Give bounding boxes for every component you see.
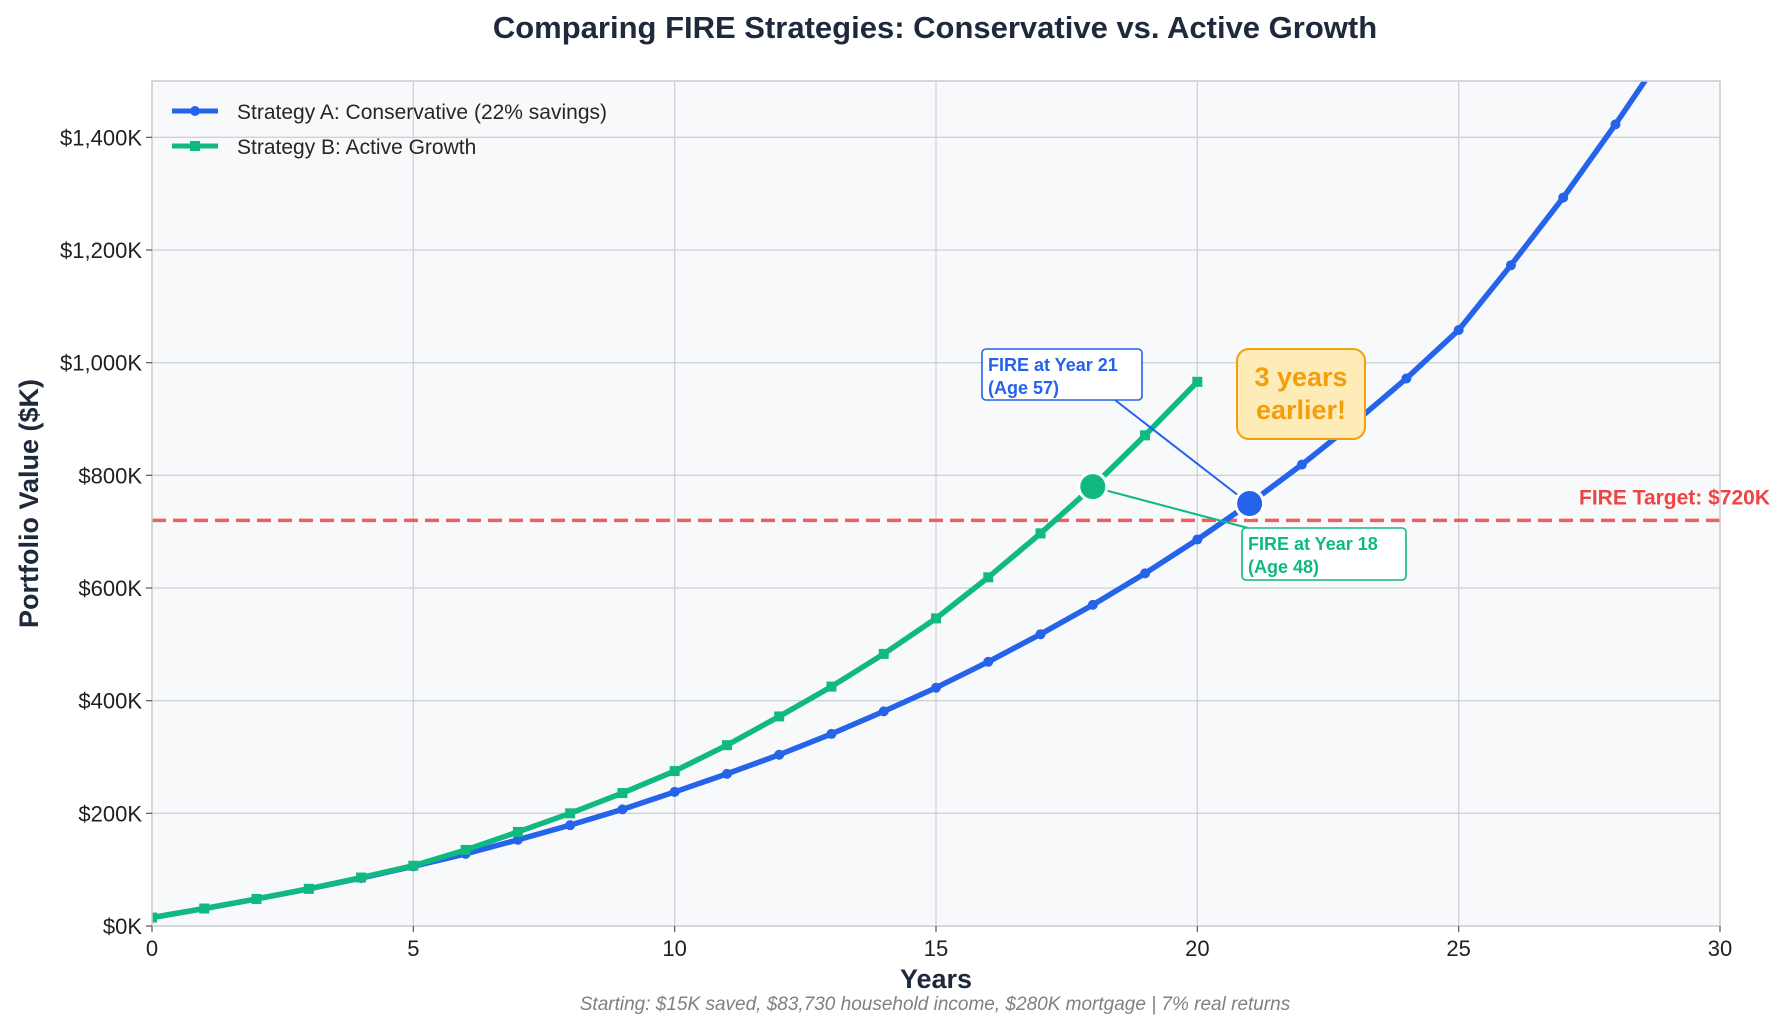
y-tick-label: $1,400K bbox=[60, 125, 142, 150]
y-tick-label: $1,000K bbox=[60, 351, 142, 376]
data-point-strategy-a bbox=[1610, 119, 1621, 130]
data-point-strategy-b bbox=[774, 711, 785, 722]
annotation-strategy-a-box bbox=[981, 348, 1143, 401]
data-point-strategy-a bbox=[826, 728, 837, 739]
data-point-strategy-a bbox=[931, 682, 941, 693]
callout-text: earlier! bbox=[1256, 395, 1346, 425]
x-tick-label: 20 bbox=[1185, 936, 1209, 961]
series-layer bbox=[152, 42, 1673, 923]
data-point-strategy-b bbox=[1140, 430, 1151, 441]
data-point-strategy-b bbox=[152, 912, 157, 923]
grid-lines bbox=[152, 81, 1720, 926]
fire-point-strategy-b bbox=[1077, 471, 1109, 503]
fire-point-strategy-a bbox=[1234, 488, 1266, 519]
x-axis-label: Years bbox=[900, 964, 972, 994]
data-point-strategy-a bbox=[1035, 629, 1046, 640]
data-point-strategy-a bbox=[617, 804, 628, 815]
legend-marker-strategy-b bbox=[190, 141, 200, 151]
data-point-strategy-b bbox=[565, 808, 576, 819]
annotation-strategy-a-text: (Age 57) bbox=[988, 378, 1059, 398]
data-point-strategy-b bbox=[303, 883, 314, 894]
annotation-arrow-strategy-b bbox=[1106, 489, 1249, 529]
data-point-strategy-b bbox=[721, 740, 732, 751]
data-point-strategy-b bbox=[512, 826, 523, 837]
y-tick-label: $0K bbox=[103, 914, 142, 939]
data-point-strategy-a bbox=[1663, 42, 1673, 52]
y-axis-label: Portfolio Value ($K) bbox=[14, 379, 44, 628]
data-point-strategy-a bbox=[1453, 324, 1464, 335]
data-point-strategy-b bbox=[251, 893, 262, 904]
data-point-strategy-b bbox=[826, 681, 837, 692]
data-point-strategy-b bbox=[356, 872, 367, 883]
data-point-strategy-b bbox=[199, 903, 210, 914]
data-point-strategy-a bbox=[983, 656, 994, 667]
legend-label-strategy-a: Strategy A: Conservative (22% savings) bbox=[237, 101, 607, 124]
data-point-strategy-a bbox=[1296, 459, 1307, 470]
annotation-strategy-a-text: FIRE at Year 21 bbox=[988, 355, 1118, 375]
data-point-strategy-b bbox=[1192, 376, 1203, 387]
x-tick-label: 15 bbox=[924, 936, 948, 961]
callout-text: 3 years bbox=[1254, 362, 1347, 392]
x-tick-label: 30 bbox=[1708, 936, 1732, 961]
data-point-strategy-a bbox=[1505, 260, 1516, 271]
data-point-strategy-a bbox=[774, 749, 785, 760]
data-point-strategy-a bbox=[721, 768, 732, 779]
chart-title: Comparing FIRE Strategies: Conservative … bbox=[493, 10, 1377, 45]
annotation-layer: FIRE at Year 21 (Age 57) FIRE at Year 18 (A… bbox=[981, 348, 1407, 581]
data-point-strategy-a bbox=[1558, 192, 1569, 203]
data-point-strategy-a bbox=[878, 706, 889, 717]
axis-ticks: 0 5 10 15 20 25 30 $0K $200K $400K $600K $800K $1,00… bbox=[60, 125, 1732, 961]
data-point-strategy-a bbox=[669, 786, 680, 797]
data-point-strategy-b bbox=[669, 766, 680, 777]
data-point-strategy-b bbox=[408, 860, 419, 871]
data-point-strategy-b bbox=[983, 572, 994, 583]
y-tick-label: $600K bbox=[78, 576, 142, 601]
fire-target-label: FIRE Target: $720K bbox=[1579, 486, 1770, 509]
data-point-strategy-b bbox=[460, 844, 471, 855]
legend-marker-strategy-a bbox=[190, 106, 200, 116]
data-point-strategy-a bbox=[1401, 373, 1412, 384]
legend: Strategy A: Conservative (22% savings) S… bbox=[172, 101, 607, 159]
legend-label-strategy-b: Strategy B: Active Growth bbox=[237, 136, 476, 159]
data-point-strategy-a bbox=[512, 834, 523, 845]
data-point-strategy-a bbox=[1192, 534, 1203, 545]
y-tick-label: $400K bbox=[78, 689, 142, 714]
x-tick-label: 0 bbox=[146, 936, 158, 961]
callout-box bbox=[1236, 348, 1366, 440]
annotation-arrow-strategy-a bbox=[1114, 399, 1241, 498]
data-point-strategy-b bbox=[1035, 528, 1046, 539]
data-point-strategy-a bbox=[1087, 599, 1098, 610]
data-point-strategy-a bbox=[565, 820, 576, 831]
y-tick-label: $1,200K bbox=[60, 238, 142, 263]
y-tick-label: $200K bbox=[78, 801, 142, 826]
annotation-strategy-b-box bbox=[1241, 527, 1407, 581]
data-point-strategy-b bbox=[878, 648, 889, 659]
data-point-strategy-b bbox=[931, 613, 941, 624]
data-point-strategy-a bbox=[1140, 568, 1151, 579]
data-point-strategy-b bbox=[617, 788, 628, 799]
annotation-strategy-b-text: (Age 48) bbox=[1248, 557, 1319, 577]
footnote: Starting: $15K saved, $83,730 household … bbox=[580, 994, 1291, 1015]
annotation-strategy-b-text: FIRE at Year 18 bbox=[1248, 534, 1378, 554]
x-tick-label: 10 bbox=[662, 936, 686, 961]
x-tick-label: 5 bbox=[407, 936, 419, 961]
x-tick-label: 25 bbox=[1446, 936, 1470, 961]
y-tick-label: $800K bbox=[78, 463, 142, 488]
